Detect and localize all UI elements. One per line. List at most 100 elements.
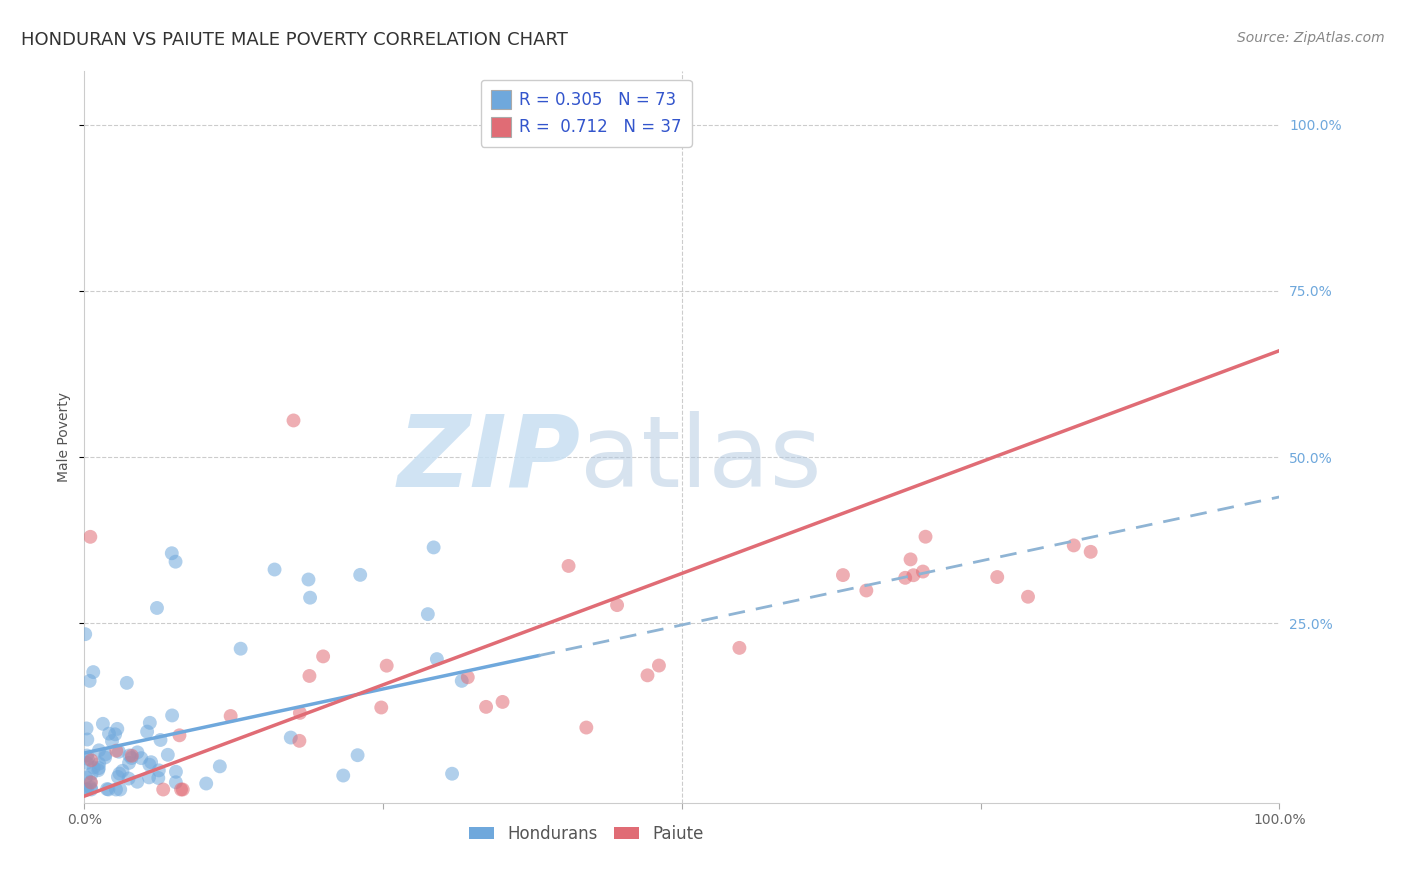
Text: ZIP: ZIP [398, 410, 581, 508]
Point [283, 413, 305, 427]
Point [1017, 590, 1039, 604]
Point [416, 607, 439, 621]
Point [101, 734, 124, 748]
Point [94, 747, 117, 762]
Point [76, 732, 98, 747]
Point [75, 782, 97, 797]
Point [229, 641, 252, 656]
Point [76, 782, 98, 797]
Point [79, 774, 101, 789]
Point [160, 708, 183, 723]
Point [115, 676, 138, 690]
Point [121, 748, 143, 763]
Y-axis label: Male Poverty: Male Poverty [58, 392, 72, 482]
Point [91, 716, 114, 731]
Point [475, 699, 498, 714]
Point [422, 541, 444, 555]
Text: HONDURAN VS PAIUTE MALE POVERTY CORRELATION CHART: HONDURAN VS PAIUTE MALE POVERTY CORRELAT… [21, 31, 568, 49]
Point [80, 775, 103, 789]
Point [152, 782, 174, 797]
Point [263, 562, 285, 576]
Point [346, 748, 368, 763]
Point [557, 558, 579, 573]
Point [87, 763, 110, 777]
Point [111, 764, 134, 778]
Point [298, 669, 321, 683]
Point [139, 715, 162, 730]
Point [172, 782, 194, 797]
Point [160, 546, 183, 560]
Point [139, 755, 162, 769]
Point [332, 768, 354, 782]
Point [165, 555, 187, 569]
Point [986, 570, 1008, 584]
Point [118, 748, 141, 763]
Point [441, 766, 464, 780]
Point [894, 571, 917, 585]
Point [903, 568, 925, 582]
Point [87, 743, 110, 757]
Point [312, 649, 335, 664]
Point [80, 766, 103, 780]
Point [637, 668, 659, 682]
Point [195, 776, 218, 790]
Legend: Hondurans, Paiute: Hondurans, Paiute [463, 818, 710, 849]
Point [75, 770, 97, 784]
Point [97, 782, 120, 797]
Point [82, 665, 104, 679]
Point [105, 722, 128, 736]
Text: Source: ZipAtlas.com: Source: ZipAtlas.com [1237, 31, 1385, 45]
Point [98, 726, 121, 740]
Point [170, 782, 193, 797]
Point [108, 766, 131, 780]
Point [911, 565, 934, 579]
Point [76, 722, 98, 736]
Point [208, 759, 231, 773]
Point [117, 772, 139, 786]
Point [79, 673, 101, 688]
Point [96, 782, 118, 797]
Point [297, 573, 319, 587]
Point [1080, 545, 1102, 559]
Point [149, 733, 172, 747]
Point [75, 627, 97, 641]
Point [105, 744, 128, 758]
Point [79, 530, 101, 544]
Point [1063, 538, 1085, 552]
Point [108, 782, 131, 797]
Point [108, 745, 131, 759]
Point [107, 770, 129, 784]
Point [136, 724, 159, 739]
Point [606, 598, 628, 612]
Point [832, 568, 855, 582]
Point [575, 721, 598, 735]
Point [900, 552, 922, 566]
Point [219, 709, 242, 723]
Point [148, 764, 170, 778]
Point [165, 775, 187, 789]
Point [127, 745, 149, 759]
Point [121, 751, 143, 765]
Point [156, 747, 179, 762]
Point [77, 752, 100, 766]
Point [89, 756, 111, 771]
Point [288, 706, 311, 720]
Point [280, 731, 302, 745]
Point [80, 780, 103, 795]
Point [76, 748, 98, 763]
Point [349, 567, 371, 582]
Point [148, 771, 170, 785]
Point [127, 774, 149, 789]
Point [118, 756, 141, 770]
Point [855, 583, 877, 598]
Point [165, 764, 187, 779]
Point [728, 640, 751, 655]
Point [129, 751, 152, 765]
Point [94, 750, 117, 764]
Point [80, 782, 103, 797]
Point [450, 673, 472, 688]
Point [104, 782, 127, 797]
Point [83, 761, 105, 775]
Point [80, 753, 103, 767]
Point [288, 734, 311, 748]
